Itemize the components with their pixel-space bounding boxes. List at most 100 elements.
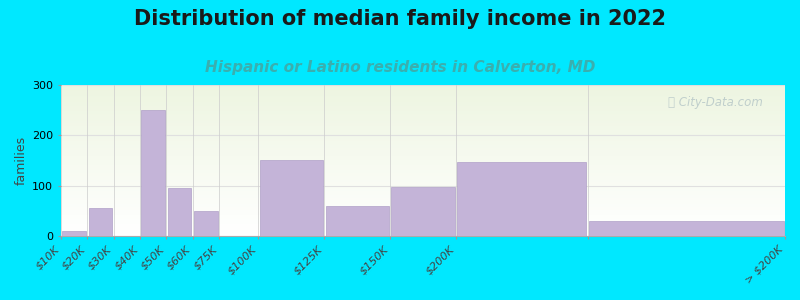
- Bar: [61, 192, 785, 194]
- Bar: [61, 124, 785, 126]
- Bar: [61, 120, 785, 121]
- Bar: [61, 86, 785, 88]
- Bar: [61, 94, 785, 96]
- Bar: [61, 206, 785, 207]
- Bar: [61, 222, 785, 224]
- Bar: [61, 225, 785, 227]
- Bar: [61, 130, 785, 132]
- Bar: [326, 206, 389, 236]
- Bar: [61, 165, 785, 166]
- Bar: [61, 97, 785, 99]
- Bar: [61, 152, 785, 153]
- Bar: [61, 233, 785, 234]
- Bar: [61, 136, 785, 138]
- Bar: [61, 182, 785, 183]
- Bar: [61, 203, 785, 204]
- Bar: [61, 144, 785, 146]
- Bar: [61, 142, 785, 144]
- Bar: [589, 221, 784, 236]
- Bar: [61, 230, 785, 231]
- Bar: [61, 112, 785, 114]
- Bar: [61, 190, 785, 192]
- Bar: [61, 135, 785, 136]
- Text: Hispanic or Latino residents in Calverton, MD: Hispanic or Latino residents in Calverto…: [205, 60, 595, 75]
- Bar: [61, 207, 785, 209]
- Bar: [61, 216, 785, 218]
- Bar: [457, 162, 586, 236]
- Bar: [61, 231, 785, 233]
- Bar: [61, 188, 785, 189]
- Bar: [61, 129, 785, 130]
- Bar: [61, 198, 785, 200]
- Bar: [61, 204, 785, 206]
- Bar: [61, 85, 785, 86]
- Bar: [61, 154, 785, 156]
- Bar: [61, 234, 785, 236]
- Bar: [61, 133, 785, 135]
- Bar: [61, 100, 785, 102]
- Bar: [61, 184, 785, 186]
- Bar: [61, 224, 785, 225]
- Bar: [61, 212, 785, 213]
- Bar: [61, 109, 785, 111]
- Bar: [61, 228, 785, 230]
- Bar: [61, 123, 785, 124]
- Bar: [61, 219, 785, 221]
- Bar: [194, 211, 218, 236]
- Bar: [61, 92, 785, 94]
- Bar: [61, 210, 785, 212]
- Bar: [61, 159, 785, 160]
- Bar: [61, 121, 785, 123]
- Bar: [61, 146, 785, 147]
- Y-axis label: families: families: [15, 136, 28, 185]
- Bar: [61, 218, 785, 219]
- Bar: [61, 108, 785, 109]
- Bar: [61, 117, 785, 118]
- Text: ⓘ City-Data.com: ⓘ City-Data.com: [669, 96, 763, 109]
- Text: Distribution of median family income in 2022: Distribution of median family income in …: [134, 9, 666, 29]
- Bar: [61, 200, 785, 201]
- Bar: [61, 189, 785, 190]
- Bar: [391, 187, 454, 236]
- Bar: [61, 172, 785, 174]
- Bar: [61, 96, 785, 97]
- Bar: [89, 208, 112, 236]
- Bar: [61, 227, 785, 228]
- Bar: [61, 171, 785, 172]
- Bar: [61, 201, 785, 203]
- Bar: [61, 164, 785, 165]
- Bar: [61, 126, 785, 127]
- Bar: [61, 106, 785, 108]
- Bar: [62, 231, 86, 236]
- Bar: [61, 103, 785, 105]
- Bar: [61, 138, 785, 139]
- Bar: [61, 114, 785, 115]
- Bar: [61, 215, 785, 216]
- Bar: [61, 213, 785, 215]
- Bar: [61, 88, 785, 89]
- Bar: [61, 167, 785, 168]
- Bar: [61, 178, 785, 180]
- Bar: [61, 91, 785, 92]
- Bar: [167, 188, 191, 236]
- Bar: [61, 132, 785, 133]
- Bar: [61, 127, 785, 129]
- Bar: [61, 194, 785, 195]
- Bar: [61, 177, 785, 178]
- Bar: [142, 110, 165, 236]
- Bar: [61, 105, 785, 106]
- Bar: [61, 118, 785, 120]
- Bar: [61, 162, 785, 164]
- Bar: [61, 160, 785, 162]
- Bar: [61, 141, 785, 142]
- Bar: [61, 115, 785, 117]
- Bar: [61, 209, 785, 210]
- Bar: [61, 111, 785, 112]
- Bar: [61, 174, 785, 176]
- Bar: [260, 160, 323, 236]
- Bar: [61, 156, 785, 158]
- Bar: [61, 168, 785, 170]
- Bar: [61, 99, 785, 100]
- Bar: [61, 197, 785, 198]
- Bar: [61, 102, 785, 103]
